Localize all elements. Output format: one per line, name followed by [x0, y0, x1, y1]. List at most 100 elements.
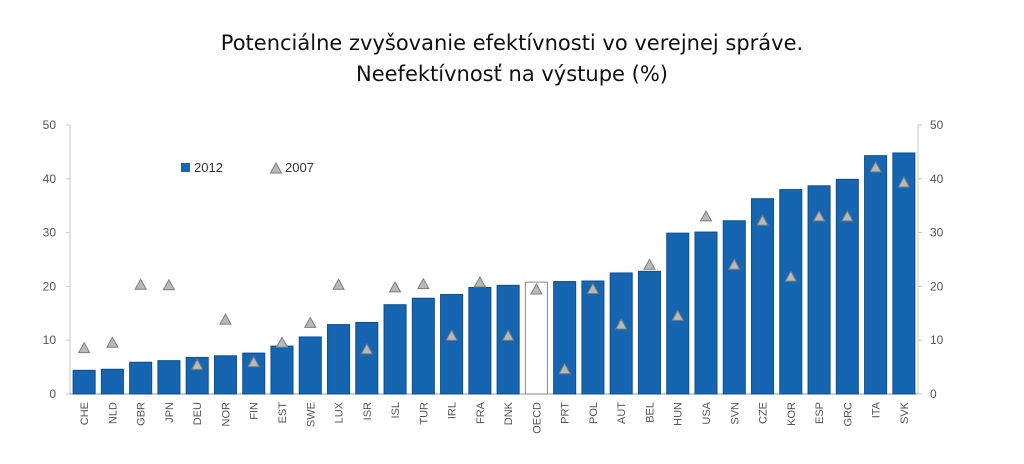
x-tick-label-ita: ITA — [871, 401, 883, 418]
bar-2012-che — [72, 369, 96, 395]
bar-2012-svk — [892, 152, 916, 395]
x-tick-label-tur: TUR — [418, 402, 430, 425]
marker-2007-kor — [784, 270, 798, 282]
x-tick-label-grc: GRC — [842, 402, 854, 427]
marker-2007-svk — [897, 176, 911, 188]
marker-2007-usa — [699, 209, 713, 222]
marker-2007-pol — [586, 282, 600, 295]
x-tick-label-svk: SVK — [899, 401, 911, 424]
y-tick-label-left: 20 — [43, 279, 57, 293]
x-tick-label-dnk: DNK — [503, 401, 515, 425]
marker-2007-gbr — [134, 278, 148, 290]
marker-2007-tur — [416, 277, 430, 290]
markers-2007 — [77, 160, 911, 375]
marker-2007-cze — [756, 214, 769, 226]
bar-2012-deu — [185, 356, 209, 395]
x-tick-label-isl: ISL — [390, 402, 402, 419]
bar-2012-tur — [411, 297, 435, 395]
marker-2007-est — [275, 336, 289, 348]
marker-2007-deu — [190, 358, 204, 370]
axes: 0 0 10 10 20 20 30 30 40 40 50 50 — [43, 118, 944, 401]
x-tick-label-cze: CZE — [758, 402, 770, 424]
marker-2007-esp — [812, 209, 826, 222]
x-tick-label-bel: BEL — [644, 402, 656, 423]
bar-2012-irl — [440, 293, 464, 395]
x-tick-label-irl: IRL — [447, 402, 459, 419]
marker-2007-ita — [869, 160, 882, 173]
marker-2007-bel — [643, 258, 656, 270]
marker-2007-che — [77, 341, 91, 354]
marker-2007-fin — [247, 355, 261, 368]
x-tick-label-svn: SVN — [729, 402, 741, 425]
x-tick-label-hun: HUN — [673, 402, 685, 426]
x-tick-label-pol: POL — [588, 402, 600, 424]
marker-2007-isl — [388, 280, 402, 293]
y-tick-label-right: 20 — [930, 279, 944, 293]
x-tick-label-fin: FIN — [249, 402, 261, 420]
x-tick-label-esp: ESP — [814, 402, 826, 424]
x-tick-label-isr: ISR — [362, 402, 374, 420]
chart-title: Potenciálne zvyšovanie efektívnosti vo v… — [0, 28, 1024, 90]
bar-2012-svn — [722, 220, 746, 395]
x-tick-label-usa: USA — [701, 401, 713, 424]
legend-swatch-2007 — [269, 162, 283, 174]
x-tick-label-oecd: OECD — [531, 402, 543, 434]
bar-2012-esp — [807, 185, 831, 395]
bar-2012-jpn — [157, 360, 181, 395]
marker-2007-dnk — [501, 329, 515, 341]
x-tick-label-nld: NLD — [107, 402, 119, 424]
y-tick-label-left: 50 — [43, 118, 57, 132]
x-tick-label-aut: AUT — [616, 402, 628, 424]
y-tick-label-left: 0 — [49, 387, 56, 401]
marker-2007-nld — [106, 336, 119, 348]
marker-2007-fra — [473, 276, 487, 288]
bars-2012 — [72, 152, 916, 395]
bar-2012-ita — [864, 155, 888, 395]
y-tick-label-right: 50 — [930, 118, 944, 132]
bar-2012-nld — [100, 368, 124, 395]
marker-2007-lux — [332, 278, 345, 290]
marker-2007-oecd — [530, 283, 543, 295]
x-tick-label-jpn: JPN — [164, 402, 176, 423]
bar-2012-prt — [553, 281, 577, 395]
bar-2012-isr — [355, 321, 379, 395]
y-tick-label-left: 40 — [43, 172, 57, 186]
y-tick-label-left: 10 — [43, 333, 57, 347]
bar-2012-kor — [779, 189, 803, 395]
y-tick-label-right: 30 — [930, 226, 944, 240]
chart-title-line-1: Potenciálne zvyšovanie efektívnosti vo v… — [220, 31, 804, 55]
bar-2012-fin — [242, 352, 266, 395]
bar-2012-aut — [609, 272, 633, 395]
bar-2012-usa — [694, 231, 718, 395]
marker-2007-isr — [360, 342, 374, 355]
legend-swatch-2012 — [181, 163, 190, 172]
bar-2012-est — [270, 345, 294, 395]
x-tick-label-lux: LUX — [334, 401, 346, 423]
x-tick-label-est: EST — [277, 402, 289, 424]
marker-2007-irl — [445, 329, 458, 341]
x-tick-label-che: CHE — [79, 402, 91, 425]
legend-label-2007: 2007 — [285, 160, 314, 175]
y-tick-label-right: 40 — [930, 172, 944, 186]
marker-2007-swe — [303, 316, 317, 328]
legend: 2012 2007 — [181, 160, 314, 175]
marker-2007-grc — [840, 209, 854, 222]
y-tick-label-right: 0 — [930, 387, 937, 401]
marker-2007-prt — [558, 362, 572, 375]
bar-2012-pol — [581, 280, 605, 395]
x-tick-label-swe: SWE — [305, 402, 317, 427]
bar-2012-isl — [383, 304, 407, 395]
x-tick-label-nor: NOR — [220, 402, 232, 427]
x-axis-labels: CHE NLD GBR JPN DEU NOR FIN EST SWE LUX ISR ISL TUR I… — [79, 401, 911, 433]
bar-2012-gbr — [129, 361, 153, 395]
marker-2007-svn — [727, 258, 741, 270]
marker-2007-aut — [614, 318, 628, 330]
bar-2012-fra — [468, 286, 492, 395]
legend-label-2012: 2012 — [194, 160, 223, 175]
y-tick-label-left: 30 — [43, 226, 57, 240]
marker-2007-nor — [219, 313, 232, 325]
x-tick-label-prt: PRT — [560, 402, 572, 424]
bar-2012-bel — [637, 270, 661, 395]
bar-2012-nor — [213, 355, 237, 395]
